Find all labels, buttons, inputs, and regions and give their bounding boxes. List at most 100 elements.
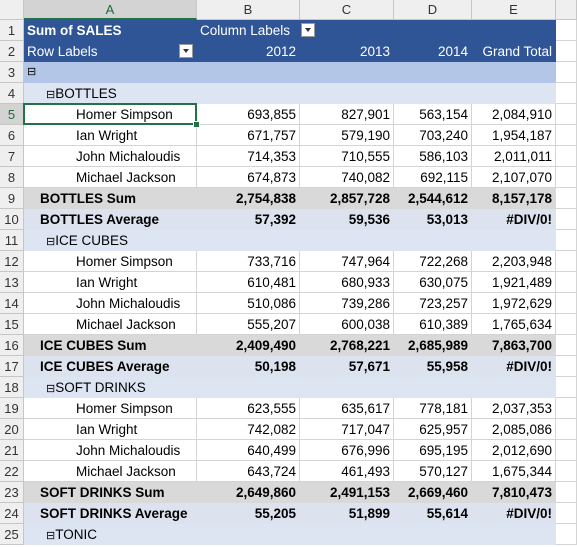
average-label[interactable]: ICE CUBES Average xyxy=(24,356,197,377)
group-cell[interactable] xyxy=(472,524,556,545)
collapse-icon[interactable]: ⊟ xyxy=(46,89,56,101)
grand-total-header[interactable]: Grand Total xyxy=(472,41,556,62)
header-cell[interactable] xyxy=(472,20,556,41)
group-cell[interactable] xyxy=(394,83,472,104)
row-header[interactable]: 25 xyxy=(0,524,24,545)
sum-value[interactable]: 2,768,221 xyxy=(300,335,394,356)
value-cell[interactable]: 635,617 xyxy=(300,398,394,419)
blank-cell[interactable] xyxy=(556,314,577,335)
group-cell[interactable] xyxy=(472,230,556,251)
group-cell[interactable] xyxy=(394,230,472,251)
average-value[interactable]: #DIV/0! xyxy=(472,209,556,230)
value-cell[interactable]: 695,195 xyxy=(394,440,472,461)
blank-cell[interactable] xyxy=(556,503,577,524)
row-header[interactable]: 5 xyxy=(0,104,24,125)
value-cell[interactable]: 1,765,634 xyxy=(472,314,556,335)
person-name[interactable]: Michael Jackson xyxy=(24,167,197,188)
row-header[interactable]: 12 xyxy=(0,251,24,272)
value-cell[interactable]: 2,085,086 xyxy=(472,419,556,440)
value-cell[interactable]: 623,555 xyxy=(197,398,300,419)
group-cell[interactable] xyxy=(197,524,300,545)
average-value[interactable]: #DIV/0! xyxy=(472,356,556,377)
blank-cell[interactable] xyxy=(556,146,577,167)
group-cell[interactable] xyxy=(394,524,472,545)
sum-label[interactable]: ICE CUBES Sum xyxy=(24,335,197,356)
group-cell[interactable] xyxy=(394,377,472,398)
average-value[interactable]: 57,392 xyxy=(197,209,300,230)
row-header[interactable]: 22 xyxy=(0,461,24,482)
blank-cell[interactable] xyxy=(556,356,577,377)
collapse-icon[interactable]: ⊟ xyxy=(46,236,56,248)
sum-value[interactable]: 2,685,989 xyxy=(394,335,472,356)
value-cell[interactable]: 2,011,011 xyxy=(472,146,556,167)
person-name[interactable]: Ian Wright xyxy=(24,272,197,293)
row-header[interactable]: 4 xyxy=(0,83,24,104)
value-cell[interactable]: 2,084,910 xyxy=(472,104,556,125)
value-cell[interactable]: 563,154 xyxy=(394,104,472,125)
person-name[interactable]: Ian Wright xyxy=(24,125,197,146)
row-header[interactable]: 19 xyxy=(0,398,24,419)
blank-cell[interactable] xyxy=(556,209,577,230)
average-value[interactable]: 57,671 xyxy=(300,356,394,377)
column-header[interactable]: A xyxy=(24,0,197,20)
sum-value[interactable]: 2,649,860 xyxy=(197,482,300,503)
header-cell[interactable] xyxy=(394,20,472,41)
person-name[interactable]: John Michaloudis xyxy=(24,293,197,314)
row-header[interactable]: 1 xyxy=(0,20,24,41)
collapse-icon[interactable]: ⊟ xyxy=(46,530,56,542)
value-cell[interactable]: 693,855 xyxy=(197,104,300,125)
value-cell[interactable]: 643,724 xyxy=(197,461,300,482)
value-cell[interactable]: 555,207 xyxy=(197,314,300,335)
row-header[interactable]: 13 xyxy=(0,272,24,293)
average-value[interactable]: 55,958 xyxy=(394,356,472,377)
fill-handle[interactable] xyxy=(193,121,200,128)
row-header[interactable]: 8 xyxy=(0,167,24,188)
filter-dropdown[interactable] xyxy=(301,23,315,37)
group-header[interactable]: ⊟SOFT DRINKS xyxy=(24,377,197,398)
row-header[interactable]: 16 xyxy=(0,335,24,356)
group-header[interactable]: ⊟ICE CUBES xyxy=(24,230,197,251)
row-header[interactable]: 7 xyxy=(0,146,24,167)
person-name[interactable]: John Michaloudis xyxy=(24,146,197,167)
sum-label[interactable]: BOTTLES Sum xyxy=(24,188,197,209)
sum-value[interactable]: 2,491,153 xyxy=(300,482,394,503)
sum-value[interactable]: 2,409,490 xyxy=(197,335,300,356)
average-value[interactable]: 53,013 xyxy=(394,209,472,230)
person-name[interactable]: Homer Simpson xyxy=(24,251,197,272)
group-cell[interactable] xyxy=(300,524,394,545)
sum-value[interactable]: 8,157,178 xyxy=(472,188,556,209)
average-value[interactable]: 50,198 xyxy=(197,356,300,377)
value-cell[interactable]: 610,481 xyxy=(197,272,300,293)
blank-cell[interactable] xyxy=(556,524,577,545)
value-cell[interactable]: 674,873 xyxy=(197,167,300,188)
value-cell[interactable]: 710,555 xyxy=(300,146,394,167)
blank-cell[interactable] xyxy=(556,335,577,356)
value-cell[interactable]: 747,964 xyxy=(300,251,394,272)
value-cell[interactable]: 630,075 xyxy=(394,272,472,293)
blank-cell[interactable] xyxy=(556,440,577,461)
row-header[interactable]: 21 xyxy=(0,440,24,461)
value-cell[interactable]: 1,921,489 xyxy=(472,272,556,293)
row-header[interactable]: 2 xyxy=(0,41,24,62)
pivot-title[interactable]: Sum of SALES xyxy=(24,20,197,41)
header-cell[interactable] xyxy=(394,62,472,83)
header-cell[interactable] xyxy=(300,62,394,83)
row-header[interactable]: 23 xyxy=(0,482,24,503)
average-value[interactable]: 55,614 xyxy=(394,503,472,524)
value-cell[interactable]: 703,240 xyxy=(394,125,472,146)
sum-value[interactable]: 2,544,612 xyxy=(394,188,472,209)
sum-value[interactable]: 7,810,473 xyxy=(472,482,556,503)
value-cell[interactable]: 676,996 xyxy=(300,440,394,461)
value-cell[interactable]: 717,047 xyxy=(300,419,394,440)
value-cell[interactable]: 1,954,187 xyxy=(472,125,556,146)
value-cell[interactable]: 570,127 xyxy=(394,461,472,482)
blank-cell[interactable] xyxy=(556,272,577,293)
sum-value[interactable]: 2,857,728 xyxy=(300,188,394,209)
value-cell[interactable]: 714,353 xyxy=(197,146,300,167)
value-cell[interactable]: 723,257 xyxy=(394,293,472,314)
corner[interactable] xyxy=(0,0,24,20)
column-labels[interactable]: Column Labels xyxy=(197,20,394,41)
sum-value[interactable]: 2,669,460 xyxy=(394,482,472,503)
person-name[interactable]: John Michaloudis xyxy=(24,440,197,461)
row-header[interactable]: 14 xyxy=(0,293,24,314)
